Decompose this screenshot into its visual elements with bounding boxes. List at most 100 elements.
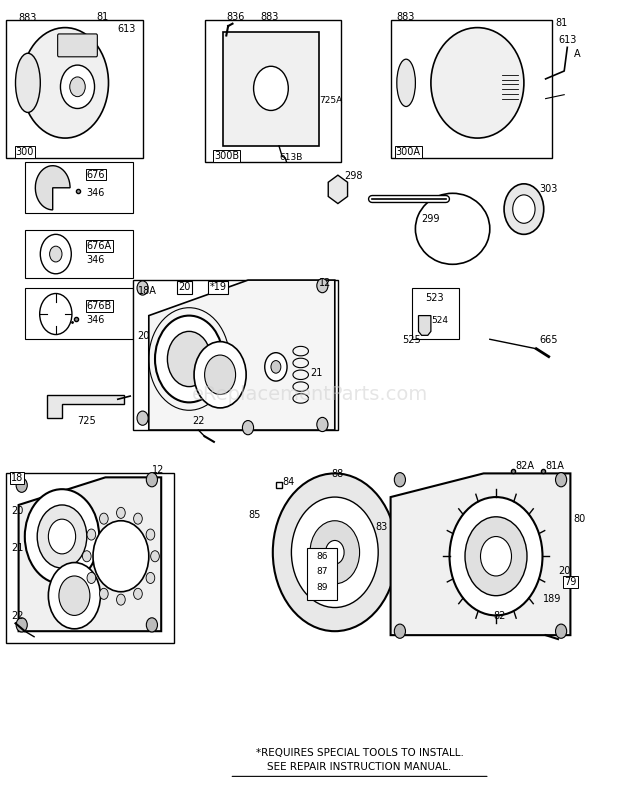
Polygon shape: [19, 477, 161, 631]
Bar: [25, 288, 133, 339]
Polygon shape: [46, 394, 124, 418]
Circle shape: [16, 478, 27, 492]
Text: 189: 189: [542, 594, 561, 604]
Text: 883: 883: [397, 12, 415, 22]
Ellipse shape: [16, 54, 40, 113]
Wedge shape: [35, 166, 70, 210]
Bar: [133, 280, 338, 430]
Ellipse shape: [431, 28, 524, 138]
Circle shape: [556, 473, 567, 487]
Text: 80: 80: [574, 514, 586, 525]
Text: SEE REPAIR INSTRUCTION MANUAL.: SEE REPAIR INSTRUCTION MANUAL.: [267, 762, 452, 772]
Circle shape: [317, 417, 328, 432]
Ellipse shape: [61, 65, 94, 108]
Circle shape: [82, 551, 91, 562]
Text: 81: 81: [96, 12, 108, 22]
Circle shape: [87, 529, 95, 540]
Text: 88: 88: [332, 469, 344, 480]
Text: 18: 18: [11, 473, 24, 484]
Circle shape: [16, 618, 27, 632]
Text: A: A: [574, 49, 580, 59]
Text: 725: 725: [78, 417, 96, 427]
Circle shape: [310, 521, 360, 584]
Text: 79: 79: [564, 578, 577, 588]
Circle shape: [273, 473, 397, 631]
Circle shape: [99, 513, 108, 524]
Text: 676A: 676A: [87, 241, 112, 251]
Circle shape: [146, 529, 155, 540]
Ellipse shape: [397, 59, 415, 107]
Bar: [307, 548, 337, 600]
Polygon shape: [418, 316, 431, 335]
Ellipse shape: [69, 77, 86, 96]
Circle shape: [117, 507, 125, 518]
Circle shape: [394, 473, 405, 487]
FancyBboxPatch shape: [58, 34, 97, 57]
Circle shape: [146, 473, 157, 487]
Text: 299: 299: [422, 215, 440, 225]
Text: 665: 665: [539, 335, 558, 346]
Text: *19: *19: [210, 282, 226, 293]
Text: 346: 346: [87, 188, 105, 198]
Circle shape: [87, 573, 95, 584]
Text: 300B: 300B: [214, 151, 239, 162]
Circle shape: [271, 361, 281, 373]
Circle shape: [265, 353, 287, 381]
Circle shape: [25, 489, 99, 584]
Circle shape: [50, 246, 62, 262]
Text: 20: 20: [179, 282, 191, 293]
Circle shape: [146, 573, 155, 584]
Circle shape: [151, 551, 159, 562]
Text: 18A: 18A: [138, 286, 156, 296]
Circle shape: [326, 540, 344, 564]
Text: 82: 82: [493, 611, 505, 622]
Circle shape: [254, 66, 288, 110]
Text: 81: 81: [555, 18, 567, 28]
Circle shape: [155, 316, 223, 402]
Circle shape: [465, 517, 527, 596]
Circle shape: [242, 421, 254, 435]
Text: 613B: 613B: [279, 153, 303, 163]
Circle shape: [133, 513, 142, 524]
Circle shape: [317, 279, 328, 293]
Circle shape: [48, 563, 100, 629]
Text: 20: 20: [558, 567, 570, 577]
Circle shape: [394, 624, 405, 638]
Text: 87: 87: [316, 567, 327, 577]
Text: 89: 89: [316, 583, 327, 593]
Circle shape: [137, 411, 148, 425]
Polygon shape: [328, 175, 348, 204]
Text: 81A: 81A: [546, 462, 564, 472]
Text: 883: 883: [19, 13, 37, 24]
Text: 676: 676: [87, 170, 105, 180]
Text: 883: 883: [260, 12, 279, 22]
Text: 20: 20: [11, 507, 24, 517]
Text: 523: 523: [425, 294, 443, 304]
Circle shape: [450, 497, 542, 615]
Bar: [25, 162, 133, 213]
Text: 524: 524: [431, 316, 448, 326]
Polygon shape: [391, 473, 570, 635]
Text: 676B: 676B: [87, 301, 112, 312]
Text: 346: 346: [87, 316, 105, 326]
Circle shape: [99, 589, 108, 600]
Circle shape: [48, 519, 76, 554]
Bar: [25, 230, 133, 278]
Bar: [6, 473, 174, 643]
Text: *REQUIRES SPECIAL TOOLS TO INSTALL.: *REQUIRES SPECIAL TOOLS TO INSTALL.: [255, 749, 464, 758]
Text: 346: 346: [87, 255, 105, 265]
Text: 12: 12: [319, 278, 332, 288]
Circle shape: [93, 521, 149, 592]
Polygon shape: [149, 280, 335, 430]
Bar: [6, 20, 143, 158]
Text: 22: 22: [11, 611, 24, 622]
Circle shape: [194, 342, 246, 408]
Circle shape: [40, 234, 71, 274]
Text: 613: 613: [558, 36, 577, 46]
Ellipse shape: [22, 28, 108, 138]
Circle shape: [40, 294, 72, 335]
Bar: [391, 20, 552, 158]
Text: 836: 836: [226, 12, 245, 22]
Text: 12: 12: [152, 466, 164, 476]
Text: 85: 85: [248, 510, 260, 521]
